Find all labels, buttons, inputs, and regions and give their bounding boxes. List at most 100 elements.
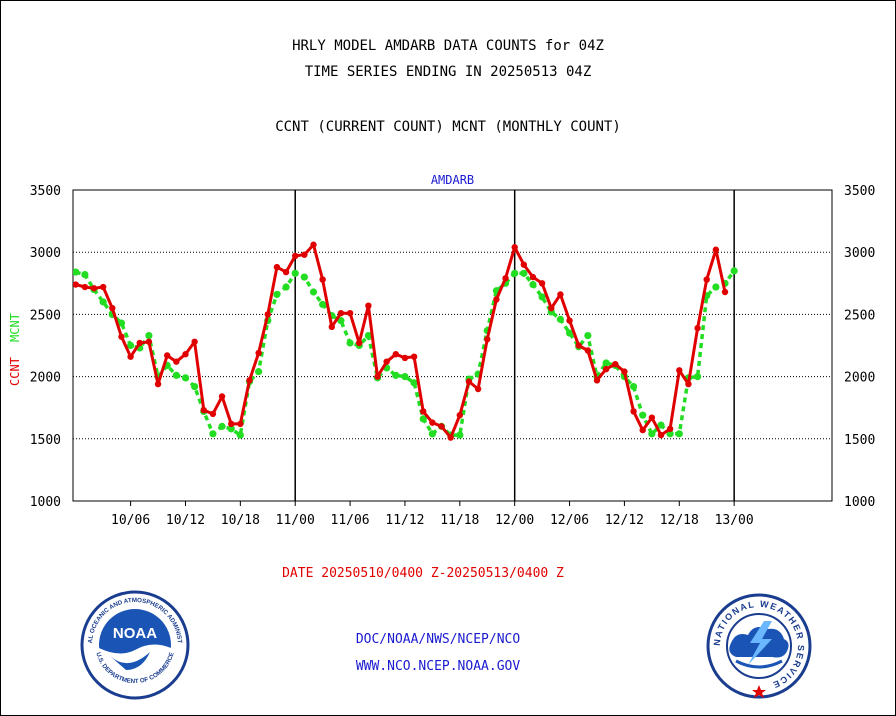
data-point-mcnt <box>73 268 80 276</box>
y-tick-label-right: 1500 <box>844 433 875 448</box>
chart-subtitle: CCNT (CURRENT COUNT) MCNT (MONTHLY COUNT… <box>275 119 621 135</box>
data-point-ccnt <box>493 296 500 303</box>
x-tick-label: 11/18 <box>440 513 479 528</box>
data-point-ccnt <box>694 324 701 332</box>
data-point-mcnt <box>273 290 281 299</box>
x-tick-label: 11/06 <box>331 513 370 528</box>
data-point-ccnt <box>163 352 171 359</box>
data-point-ccnt <box>127 353 134 360</box>
data-point-ccnt <box>465 378 473 385</box>
data-point-mcnt <box>419 415 427 423</box>
data-point-mcnt <box>209 430 217 438</box>
x-tick-label: 13/00 <box>715 513 754 528</box>
chart-series-title: AMDARB <box>431 173 474 187</box>
data-point-mcnt <box>191 382 199 391</box>
data-point-ccnt <box>136 339 143 347</box>
data-point-mcnt <box>428 430 436 438</box>
data-point-ccnt <box>328 323 335 331</box>
data-point-mcnt <box>99 298 107 306</box>
y-tick-label-left: 1500 <box>30 433 61 448</box>
data-point-ccnt <box>602 365 610 373</box>
data-point-mcnt <box>300 273 308 281</box>
data-point-mcnt <box>666 430 674 438</box>
nws-logo: NATIONAL WEATHER SERVICE <box>706 593 812 699</box>
data-point-mcnt <box>117 319 126 327</box>
data-point-ccnt <box>666 425 674 433</box>
data-point-mcnt <box>337 317 345 325</box>
nco-website-link[interactable]: WWW.NCO.NCEP.NOAA.GOV <box>355 659 521 674</box>
star-icon <box>752 685 766 698</box>
data-point-ccnt <box>264 311 271 318</box>
y-tick-label-left: 3500 <box>30 184 61 199</box>
y-tick-label-right: 2500 <box>844 308 875 323</box>
data-point-ccnt <box>584 347 592 354</box>
data-point-ccnt <box>374 373 381 380</box>
data-point-ccnt <box>401 354 409 362</box>
data-point-mcnt <box>127 341 135 350</box>
data-point-mcnt <box>218 422 226 430</box>
y-tick-label-left: 1000 <box>30 495 61 510</box>
date-range-label: DATE 20250510/0400 Z-20250513/0400 Z <box>282 566 564 581</box>
data-point-mcnt <box>629 382 638 391</box>
y-tick-label-left: 2000 <box>30 371 61 386</box>
data-point-ccnt <box>209 410 217 418</box>
data-point-ccnt <box>520 261 528 268</box>
data-point-ccnt <box>657 431 665 439</box>
data-point-ccnt <box>511 244 518 251</box>
data-point-ccnt <box>612 360 619 368</box>
data-point-mcnt <box>584 331 592 340</box>
data-point-ccnt <box>557 291 564 298</box>
data-point-ccnt <box>218 393 226 400</box>
data-point-mcnt <box>657 421 665 429</box>
data-point-ccnt <box>438 423 445 430</box>
data-point-ccnt <box>228 420 235 428</box>
data-point-ccnt <box>319 276 326 283</box>
data-point-ccnt <box>502 275 509 282</box>
data-point-ccnt <box>630 408 637 415</box>
x-tick-label: 12/06 <box>550 513 589 528</box>
y-tick-label-right: 2000 <box>844 371 875 386</box>
data-point-mcnt <box>511 269 519 277</box>
data-point-ccnt <box>73 281 79 288</box>
data-point-ccnt <box>246 377 253 384</box>
data-point-mcnt <box>693 373 702 381</box>
data-point-mcnt <box>319 300 327 309</box>
data-point-ccnt <box>145 338 153 345</box>
data-point-ccnt <box>81 283 89 291</box>
data-point-ccnt <box>712 246 720 253</box>
data-point-ccnt <box>282 268 290 276</box>
data-point-mcnt <box>565 329 574 337</box>
data-point-mcnt <box>255 368 263 376</box>
data-point-ccnt <box>109 304 116 312</box>
doc-noaa-link[interactable]: DOC/NOAA/NWS/NCEP/NCO <box>355 632 521 647</box>
data-point-mcnt <box>172 371 180 379</box>
data-point-ccnt <box>703 276 710 283</box>
x-tick-label: 11/12 <box>385 513 424 528</box>
data-point-ccnt <box>273 263 281 271</box>
data-point-ccnt <box>301 251 308 258</box>
x-tick-label: 12/12 <box>605 513 644 528</box>
data-point-ccnt <box>593 377 601 384</box>
data-point-ccnt <box>310 241 317 248</box>
y-tick-label-right: 3000 <box>844 246 875 261</box>
chart-title-line2: TIME SERIES ENDING IN 20250513 04Z <box>304 64 592 80</box>
data-point-ccnt <box>566 317 573 324</box>
data-point-ccnt <box>484 336 491 343</box>
data-point-ccnt <box>255 349 262 357</box>
data-point-ccnt <box>447 434 454 441</box>
data-point-ccnt <box>346 309 354 317</box>
data-point-mcnt <box>648 430 656 438</box>
data-point-mcnt <box>456 431 464 439</box>
data-point-ccnt <box>182 351 189 358</box>
data-point-ccnt <box>237 420 244 428</box>
x-tick-label: 10/06 <box>111 513 150 528</box>
data-point-ccnt <box>575 342 582 349</box>
data-point-ccnt <box>356 339 363 347</box>
data-point-ccnt <box>548 304 555 312</box>
data-point-mcnt <box>227 425 235 433</box>
data-point-mcnt <box>410 379 418 387</box>
data-point-mcnt <box>602 359 610 367</box>
data-point-ccnt <box>429 419 436 426</box>
data-point-ccnt <box>721 288 729 296</box>
y-axis-label-ccnt: CCNT <box>8 357 22 386</box>
